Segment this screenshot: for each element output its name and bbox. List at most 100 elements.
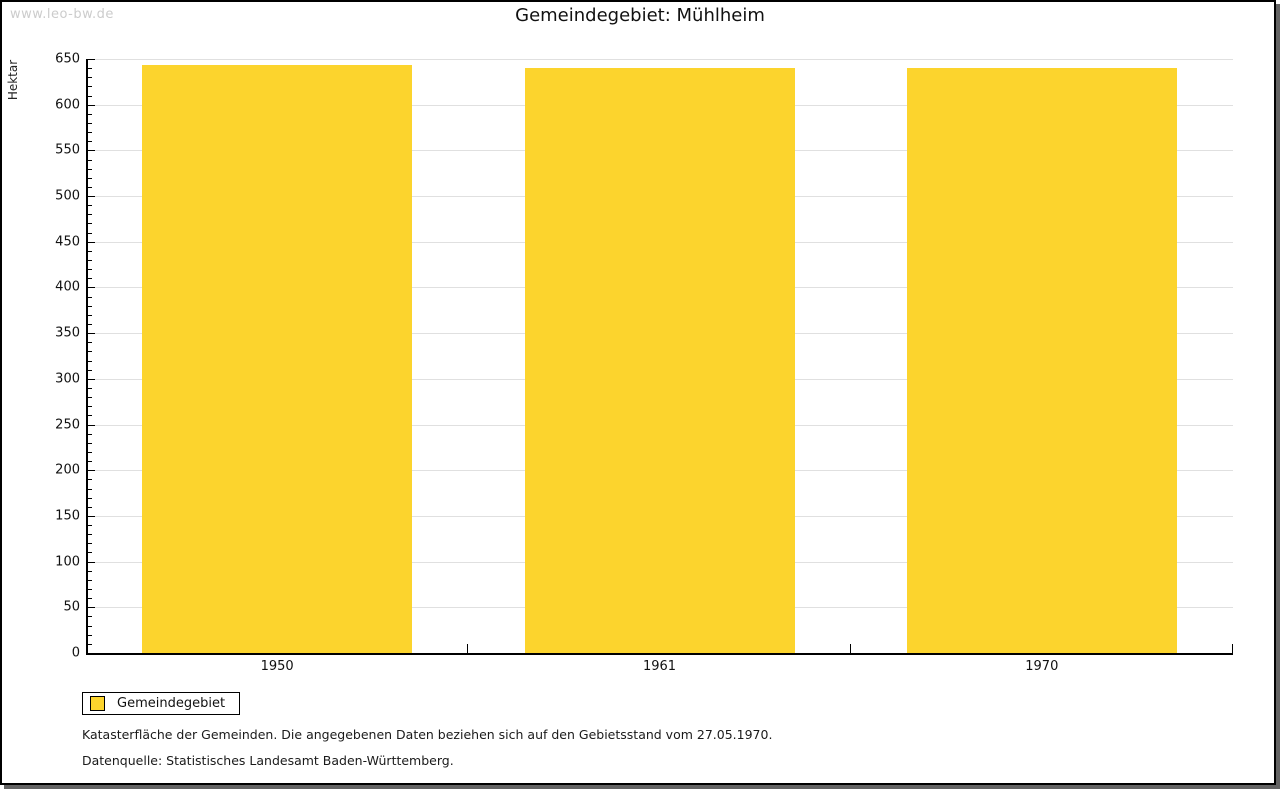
y-minor-tick-530	[88, 168, 92, 170]
y-major-tick-100	[88, 561, 95, 563]
y-tick-label-550: 550	[55, 142, 80, 158]
y-major-tick-150	[88, 515, 95, 517]
x-category-label-1950: 1950	[260, 659, 294, 674]
x-boundary-tick-3	[1232, 644, 1233, 653]
y-tick-label-450: 450	[55, 234, 80, 250]
y-minor-tick-330	[88, 351, 92, 353]
y-minor-tick-570	[88, 132, 92, 134]
y-tick-label-100: 100	[55, 554, 80, 570]
y-minor-tick-390	[88, 296, 92, 298]
y-minor-tick-630	[88, 77, 92, 79]
footnote-data-source: Datenquelle: Statistisches Landesamt Bad…	[82, 753, 454, 768]
y-major-tick-600	[88, 104, 95, 106]
y-minor-tick-580	[88, 122, 92, 124]
y-minor-tick-240	[88, 433, 92, 435]
gridline-650	[88, 59, 1233, 60]
bar-1950	[142, 65, 413, 653]
y-minor-tick-180	[88, 488, 92, 490]
y-major-tick-50	[88, 607, 95, 609]
y-tick-label-0: 0	[71, 645, 80, 661]
y-minor-tick-460	[88, 232, 92, 234]
y-minor-tick-440	[88, 250, 92, 252]
y-axis-line	[86, 59, 88, 653]
y-minor-tick-260	[88, 415, 92, 417]
y-minor-tick-540	[88, 159, 92, 161]
x-category-label-1961: 1961	[642, 659, 677, 674]
y-tick-label-200: 200	[55, 462, 80, 478]
legend-box: Gemeindegebiet	[82, 692, 241, 715]
y-minor-tick-640	[88, 68, 92, 70]
y-major-tick-650	[88, 59, 95, 60]
legend-label: Gemeindegebiet	[117, 696, 226, 711]
y-minor-tick-420	[88, 269, 92, 271]
y-major-tick-500	[88, 196, 95, 198]
legend-swatch	[90, 696, 105, 711]
y-major-tick-300	[88, 378, 95, 380]
y-minor-tick-270	[88, 406, 92, 408]
y-minor-tick-410	[88, 278, 92, 280]
y-tick-label-500: 500	[55, 188, 80, 204]
y-minor-tick-590	[88, 113, 92, 115]
y-minor-tick-320	[88, 360, 92, 362]
y-minor-tick-220	[88, 451, 92, 453]
y-minor-tick-190	[88, 479, 92, 481]
y-minor-tick-10	[88, 643, 92, 645]
y-minor-tick-20	[88, 634, 92, 636]
x-boundary-tick-2	[850, 644, 851, 653]
y-major-tick-350	[88, 333, 95, 335]
y-minor-tick-510	[88, 186, 92, 188]
y-minor-tick-560	[88, 141, 92, 143]
y-major-tick-200	[88, 470, 95, 472]
y-minor-tick-470	[88, 223, 92, 225]
y-minor-tick-360	[88, 324, 92, 325]
footnote-source-note: Katasterfläche der Gemeinden. Die angege…	[82, 727, 773, 742]
y-minor-tick-110	[88, 552, 92, 554]
y-minor-tick-340	[88, 342, 92, 344]
bar-1970	[906, 68, 1177, 653]
y-tick-label-350: 350	[55, 325, 80, 341]
y-minor-tick-60	[88, 598, 92, 600]
y-major-tick-400	[88, 287, 95, 289]
y-minor-tick-130	[88, 534, 92, 536]
y-minor-tick-610	[88, 95, 92, 97]
bar-1961	[524, 68, 795, 653]
y-minor-tick-210	[88, 461, 92, 463]
y-minor-tick-620	[88, 86, 92, 88]
y-tick-label-600: 600	[55, 97, 80, 113]
y-minor-tick-520	[88, 177, 92, 179]
y-minor-tick-430	[88, 260, 92, 262]
x-boundary-tick-1	[467, 644, 468, 653]
y-tick-label-50: 50	[63, 599, 80, 615]
y-tick-label-300: 300	[55, 371, 80, 387]
watermark-text: www.leo-bw.de	[10, 7, 114, 22]
y-major-tick-550	[88, 150, 95, 152]
x-category-label-1970: 1970	[1025, 659, 1059, 674]
y-minor-tick-80	[88, 579, 92, 581]
y-minor-tick-90	[88, 570, 92, 572]
y-minor-tick-480	[88, 214, 92, 216]
y-major-tick-250	[88, 424, 95, 426]
chart-title: Gemeindegebiet: Mühlheim	[515, 5, 765, 26]
y-major-tick-450	[88, 241, 95, 243]
y-minor-tick-120	[88, 543, 92, 545]
y-minor-tick-70	[88, 589, 92, 591]
y-minor-tick-40	[88, 616, 92, 618]
y-minor-tick-140	[88, 525, 92, 527]
y-minor-tick-370	[88, 314, 92, 316]
y-minor-tick-280	[88, 397, 92, 399]
y-minor-tick-380	[88, 305, 92, 307]
plot-area: 1950 1961 1970	[86, 59, 1233, 674]
y-tick-label-250: 250	[55, 417, 80, 433]
y-minor-tick-310	[88, 369, 92, 371]
y-axis-label: Hektar	[6, 59, 20, 101]
y-minor-tick-490	[88, 205, 92, 207]
x-axis-line	[86, 653, 1233, 655]
y-minor-tick-170	[88, 497, 92, 499]
y-tick-label-400: 400	[55, 279, 80, 295]
y-minor-tick-160	[88, 506, 92, 508]
y-minor-tick-290	[88, 387, 92, 389]
y-minor-tick-30	[88, 625, 92, 627]
y-tick-label-650: 650	[55, 51, 80, 67]
